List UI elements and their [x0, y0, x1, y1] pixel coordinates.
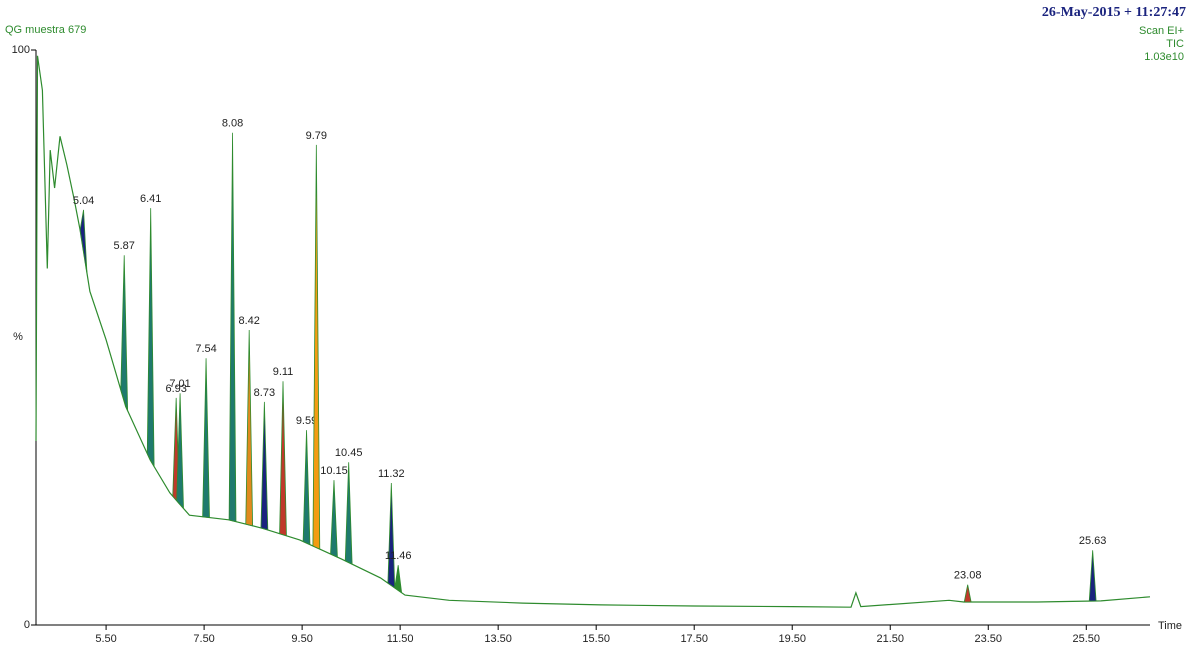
x-tick-label: 23.50 — [975, 633, 1003, 645]
x-tick-label: 5.50 — [95, 633, 116, 645]
trace-type: TIC — [1166, 38, 1184, 50]
peak-label: 8.73 — [254, 387, 275, 399]
peak — [344, 462, 353, 565]
peak-label: 11.46 — [385, 550, 412, 562]
peak — [387, 482, 396, 589]
y-axis-label: % — [13, 331, 23, 343]
y-tick-label: 100 — [12, 44, 30, 56]
x-tick-label: 11.50 — [387, 633, 414, 645]
peak — [302, 430, 311, 546]
peak-label: 11.32 — [378, 468, 405, 480]
peak-label: 10.15 — [320, 465, 348, 477]
x-tick-label: 25.50 — [1073, 633, 1101, 645]
peak — [260, 401, 269, 531]
peak-label: 8.42 — [238, 315, 259, 327]
x-tick-label: 13.50 — [484, 633, 512, 645]
peak — [228, 132, 237, 523]
intensity: 1.03e10 — [1144, 51, 1184, 63]
x-tick-label: 17.50 — [680, 633, 708, 645]
peak — [120, 255, 129, 411]
peak-label: 7.54 — [195, 343, 216, 355]
peak — [312, 144, 321, 550]
peak — [330, 480, 338, 558]
peak — [79, 209, 88, 274]
sample-title: QG muestra 679 — [5, 24, 86, 36]
scan-mode: Scan EI+ — [1139, 25, 1184, 37]
peak-label: 23.08 — [954, 570, 982, 582]
x-axis-label: Time — [1158, 620, 1182, 632]
peak — [963, 584, 972, 603]
x-tick-label: 19.50 — [778, 633, 806, 645]
peak-label: 10.45 — [335, 447, 363, 459]
tic-trace — [35, 55, 1151, 608]
timestamp: 26-May-2015 + 11:27:47 — [1042, 5, 1186, 20]
peak — [176, 393, 184, 510]
peak-label: 9.79 — [306, 130, 327, 142]
peak — [245, 330, 254, 527]
peak — [146, 208, 155, 467]
peak-label: 8.08 — [222, 118, 243, 130]
peak-label: 9.11 — [273, 366, 294, 378]
x-tick-label: 7.50 — [193, 633, 214, 645]
peak — [1088, 550, 1097, 602]
peak-label: 6.41 — [140, 193, 161, 205]
peak-label: 5.87 — [114, 240, 135, 252]
peak — [279, 381, 287, 537]
peak — [394, 565, 403, 594]
peak-label: 25.63 — [1079, 535, 1107, 547]
peak — [202, 358, 210, 518]
y-tick-label: 0 — [24, 619, 30, 631]
peak-label: 6.93 — [165, 383, 186, 395]
peak-label: 5.04 — [73, 195, 94, 207]
x-tick-label: 9.50 — [291, 633, 312, 645]
x-tick-label: 15.50 — [582, 633, 610, 645]
x-tick-label: 21.50 — [876, 633, 904, 645]
peak-label: 7.01 — [169, 378, 190, 390]
peak-label: 9.59 — [296, 415, 317, 427]
